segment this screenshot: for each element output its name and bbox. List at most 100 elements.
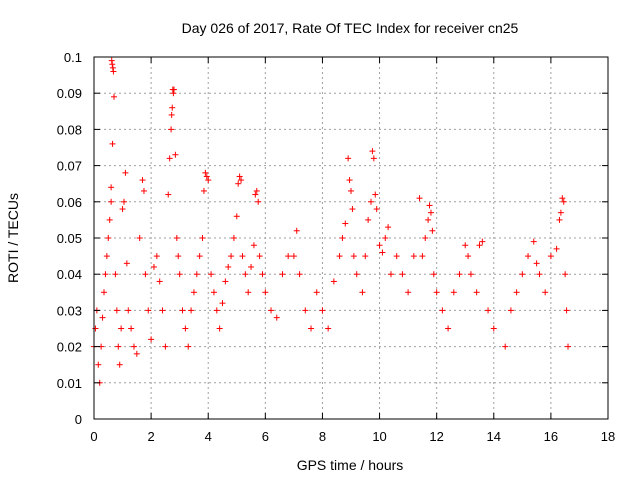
data-point xyxy=(108,198,115,205)
data-point xyxy=(425,216,432,223)
data-point xyxy=(462,242,469,249)
data-point xyxy=(165,191,172,198)
data-point xyxy=(118,325,125,332)
data-point xyxy=(342,220,349,227)
data-point xyxy=(248,263,255,270)
data-point xyxy=(519,271,526,278)
data-point xyxy=(242,271,249,278)
data-point xyxy=(379,249,386,256)
y-tick-label: 0.05 xyxy=(57,231,82,246)
data-point xyxy=(109,64,116,71)
data-point xyxy=(140,187,147,194)
data-point xyxy=(108,184,115,191)
data-point xyxy=(185,343,192,350)
x-tick-label: 4 xyxy=(205,429,212,444)
data-point xyxy=(369,148,376,155)
data-point xyxy=(133,350,140,357)
y-tick-label: 0.04 xyxy=(57,267,82,282)
data-point xyxy=(399,271,406,278)
data-point xyxy=(139,177,146,184)
y-tick-label: 0.01 xyxy=(57,376,82,391)
data-point xyxy=(190,289,197,296)
data-point xyxy=(556,216,563,223)
data-point xyxy=(222,278,229,285)
data-point xyxy=(427,209,434,216)
data-point xyxy=(345,155,352,162)
data-point xyxy=(103,253,110,260)
x-axis-label: GPS time / hours xyxy=(297,457,404,473)
data-point xyxy=(168,126,175,133)
data-point xyxy=(393,253,400,260)
data-point xyxy=(250,242,257,249)
data-point xyxy=(560,198,567,205)
data-point xyxy=(557,209,564,216)
data-point xyxy=(273,314,280,321)
data-point xyxy=(365,216,372,223)
data-point xyxy=(290,253,297,260)
data-point xyxy=(182,325,189,332)
grid xyxy=(94,57,608,419)
data-point xyxy=(330,278,337,285)
data-point xyxy=(109,61,116,68)
data-point xyxy=(252,191,259,198)
data-point xyxy=(256,253,263,260)
data-point xyxy=(367,198,374,205)
data-point xyxy=(113,307,120,314)
data-point xyxy=(485,307,492,314)
x-tick-label: 18 xyxy=(601,429,615,444)
data-point xyxy=(313,289,320,296)
data-point xyxy=(119,206,126,213)
x-tick-label: 8 xyxy=(319,429,326,444)
data-point xyxy=(433,289,440,296)
data-point xyxy=(405,289,412,296)
x-tick-label: 0 xyxy=(90,429,97,444)
data-point xyxy=(115,343,122,350)
data-point xyxy=(166,155,173,162)
data-point xyxy=(373,206,380,213)
x-tick-labels: 0 2 4 6 8 10 12 14 16 18 xyxy=(90,429,615,444)
data-point xyxy=(419,253,426,260)
data-point xyxy=(106,216,113,223)
data-point xyxy=(385,224,392,231)
axis-ticks xyxy=(93,56,609,420)
data-point xyxy=(376,242,383,249)
data-point xyxy=(125,307,132,314)
data-point xyxy=(142,271,149,278)
data-point xyxy=(105,235,112,241)
data-point xyxy=(293,227,300,234)
data-point xyxy=(169,104,176,111)
data-point xyxy=(319,307,326,314)
data-point xyxy=(99,314,106,321)
y-tick-labels: 0 0.01 0.02 0.03 0.04 0.05 0.06 0.07 0.08 0.09 0.1 xyxy=(57,50,82,427)
data-point xyxy=(279,271,286,278)
data-point xyxy=(547,253,554,260)
data-point xyxy=(536,271,543,278)
data-point xyxy=(530,238,537,245)
x-tick-label: 6 xyxy=(262,429,269,444)
data-point xyxy=(233,213,240,220)
x-tick-label: 2 xyxy=(147,429,154,444)
data-point xyxy=(136,235,143,241)
data-point xyxy=(109,140,116,147)
y-tick-label: 0.06 xyxy=(57,195,82,210)
data-point xyxy=(179,307,186,314)
y-axis-label: ROTI / TECUs xyxy=(5,193,21,283)
data-point xyxy=(410,253,417,260)
data-point xyxy=(259,271,266,278)
data-point xyxy=(253,187,260,194)
data-point xyxy=(239,253,246,260)
data-point xyxy=(205,177,212,184)
data-point xyxy=(465,253,472,260)
data-point xyxy=(170,90,177,97)
data-point xyxy=(116,361,123,368)
data-point xyxy=(348,187,354,194)
y-tick-label: 0.02 xyxy=(57,340,82,355)
data-point xyxy=(200,187,207,194)
data-point xyxy=(150,263,157,270)
data-point xyxy=(110,68,117,75)
x-tick-label: 14 xyxy=(487,429,501,444)
data-point xyxy=(350,253,357,260)
data-point xyxy=(120,198,127,205)
data-point xyxy=(349,206,356,213)
y-tick-label: 0.1 xyxy=(64,50,82,65)
